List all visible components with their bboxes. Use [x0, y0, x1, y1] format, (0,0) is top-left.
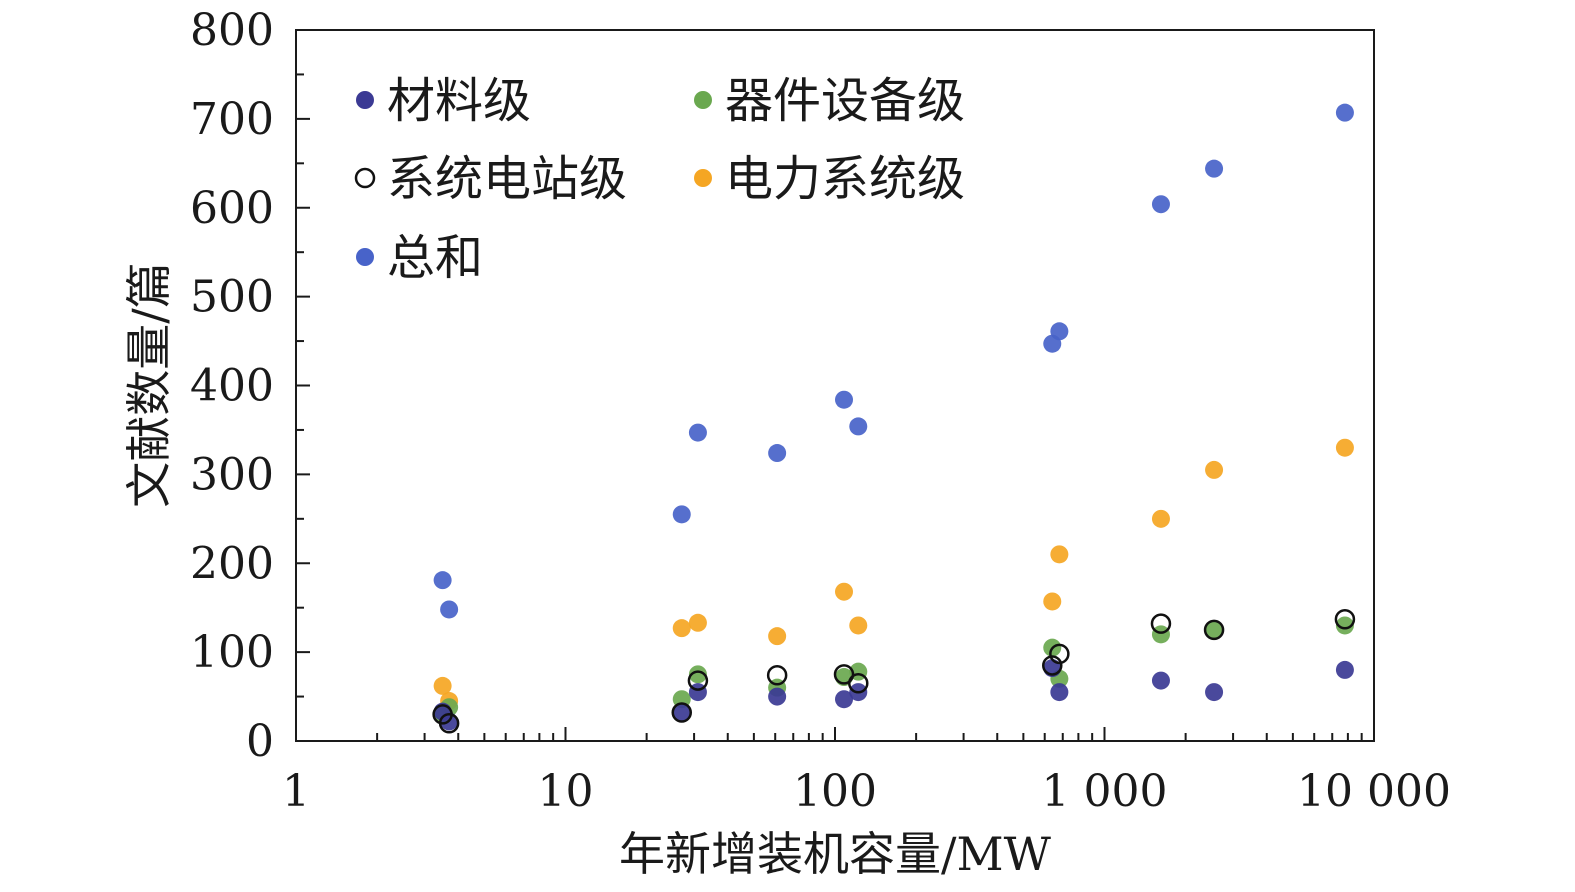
data-point: [672, 703, 691, 722]
data-point: [1042, 655, 1063, 676]
x-tick-label: 1: [282, 766, 310, 817]
data-point: [835, 390, 854, 409]
legend-label: 器件设备级: [725, 73, 965, 129]
data-point: [1335, 616, 1354, 635]
data-point: [1049, 643, 1070, 665]
data-point: [433, 676, 452, 695]
data-point: [1043, 592, 1062, 611]
y-tick-label: 500: [190, 272, 274, 323]
y-tick-label: 700: [190, 94, 274, 145]
x-axis-title: 年新增装机容量/MW: [619, 827, 1052, 881]
y-tick-label: 600: [190, 183, 274, 234]
data-point: [1203, 619, 1225, 641]
legend-label: 材料级: [387, 73, 531, 129]
legend-label: 系统电站级: [387, 151, 627, 207]
y-tick-label: 200: [190, 538, 274, 589]
x-tick-label: 1 000: [1042, 766, 1168, 817]
data-point: [672, 505, 691, 524]
data-point: [835, 582, 854, 601]
legend-marker: [356, 91, 374, 109]
data-point: [768, 444, 787, 463]
data-point: [848, 672, 869, 694]
x-axis-ticks: [295, 727, 1375, 741]
data-point: [1150, 613, 1172, 634]
y-tick-label: 100: [190, 627, 274, 678]
y-tick-label: 0: [246, 716, 274, 767]
legend-marker: [694, 91, 712, 109]
x-tick-label: 100: [793, 766, 877, 817]
data-point: [687, 670, 709, 691]
data-point: [1335, 103, 1354, 122]
data-point: [688, 613, 707, 632]
y-tick-label: 400: [190, 361, 274, 412]
y-axis-tick-labels: 0 100 200 300 400 500 600 700 800: [190, 5, 274, 767]
data-point: [1050, 322, 1069, 341]
data-point: [671, 702, 693, 723]
data-point: [1151, 671, 1170, 690]
legend-label: 电力系统级: [725, 151, 965, 207]
legend-label: 总和: [387, 230, 483, 286]
data-point: [688, 423, 707, 442]
data-points: [432, 103, 1356, 734]
data-point: [1050, 683, 1069, 702]
legend-marker: [356, 248, 374, 266]
y-axis-ticks: [296, 29, 310, 742]
legend-marker: [354, 167, 376, 189]
data-point: [768, 687, 787, 706]
data-point: [1335, 438, 1354, 457]
data-point: [768, 627, 787, 646]
data-point: [766, 664, 788, 686]
data-point: [1334, 608, 1356, 630]
data-point: [440, 600, 459, 619]
y-tick-label: 800: [190, 5, 274, 56]
data-point: [1205, 620, 1224, 639]
x-tick-label: 10: [538, 766, 594, 817]
data-point: [849, 616, 868, 635]
data-point: [1151, 509, 1170, 528]
x-tick-label: 10 000: [1297, 766, 1451, 817]
data-point: [1205, 460, 1224, 479]
data-point: [438, 712, 460, 734]
data-point: [1151, 625, 1170, 644]
data-point: [1050, 545, 1069, 564]
data-point: [688, 665, 707, 684]
y-axis-title: 文献数量/篇: [122, 262, 176, 508]
x-axis-tick-labels: 1 10 100 1 000 10 000: [282, 766, 1451, 817]
data-point: [672, 619, 691, 638]
data-point: [833, 664, 855, 685]
data-point: [1151, 195, 1170, 214]
data-point: [1205, 683, 1224, 702]
data-point: [1335, 660, 1354, 679]
data-point: [835, 690, 854, 709]
data-point: [1205, 159, 1224, 178]
data-point: [849, 417, 868, 436]
legend-marker: [694, 169, 712, 187]
y-tick-label: 300: [190, 449, 274, 500]
data-point: [433, 571, 452, 590]
